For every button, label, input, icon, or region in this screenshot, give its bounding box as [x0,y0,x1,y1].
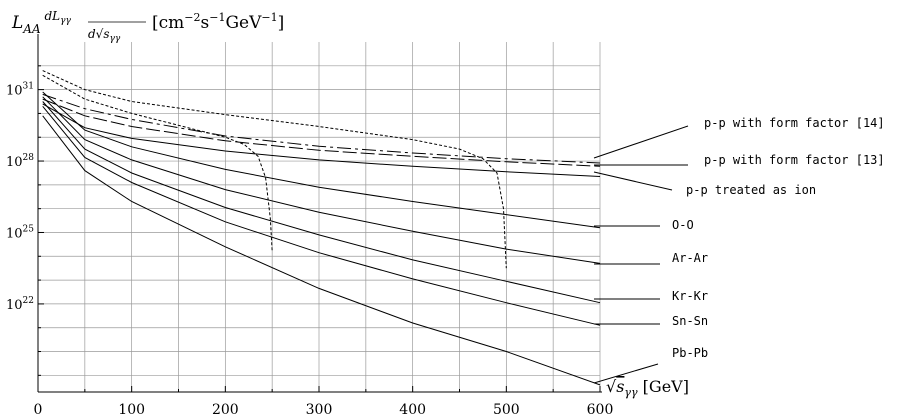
y-axis-title-denominator: d√sγγ [88,27,121,44]
series-line [42,96,601,264]
series-label: Kr-Kr [672,289,708,303]
series-line [42,103,601,177]
x-tick-label: 400 [399,402,426,418]
y-tick-labels: 1031 1028 1025 1022 [6,82,34,313]
x-tick-label: 200 [212,402,239,418]
y-tick-label: 1028 [6,153,34,170]
series-label: p-p with form factor [13] [704,153,885,167]
label-leader-line [593,363,659,384]
grid [38,42,601,392]
x-tick-label: 500 [493,402,520,418]
y-tick-label: 1022 [6,296,34,313]
x-tick-label: 100 [118,402,145,418]
series-label: p-p with form factor [14] [704,116,885,130]
series-line [42,74,273,252]
y-tick-label: 1025 [6,224,34,241]
series-labels: p-p with form factor [14] p-p with form f… [593,116,885,384]
x-tick-labels: 0 100 200 300 400 500 600 [34,402,614,418]
x-tick-label: 0 [34,402,43,418]
series-label: O-O [672,218,694,232]
series-label: Pb-Pb [672,346,708,360]
series-line [42,98,601,167]
series-label: p-p treated as ion [686,183,816,197]
x-axis-title: √sγγ [GeV] [606,377,689,399]
series-line [42,105,601,326]
label-leader-line [593,125,689,159]
series-line [42,115,601,386]
x-tick-label: 300 [306,402,333,418]
series-line [42,93,601,164]
series-line [42,70,507,269]
series-lines [42,70,601,386]
series-label: Ar-Ar [672,251,708,265]
x-tick-label: 600 [587,402,614,418]
series-label: Sn-Sn [672,314,708,328]
y-axis-title: LAA dLγγ [cm−2s−1GeV−1] [11,9,284,36]
axes [37,34,602,393]
y-tick-label: 1031 [6,82,34,99]
series-line [42,101,601,304]
label-leader-line [593,171,673,191]
series-line [42,91,601,229]
